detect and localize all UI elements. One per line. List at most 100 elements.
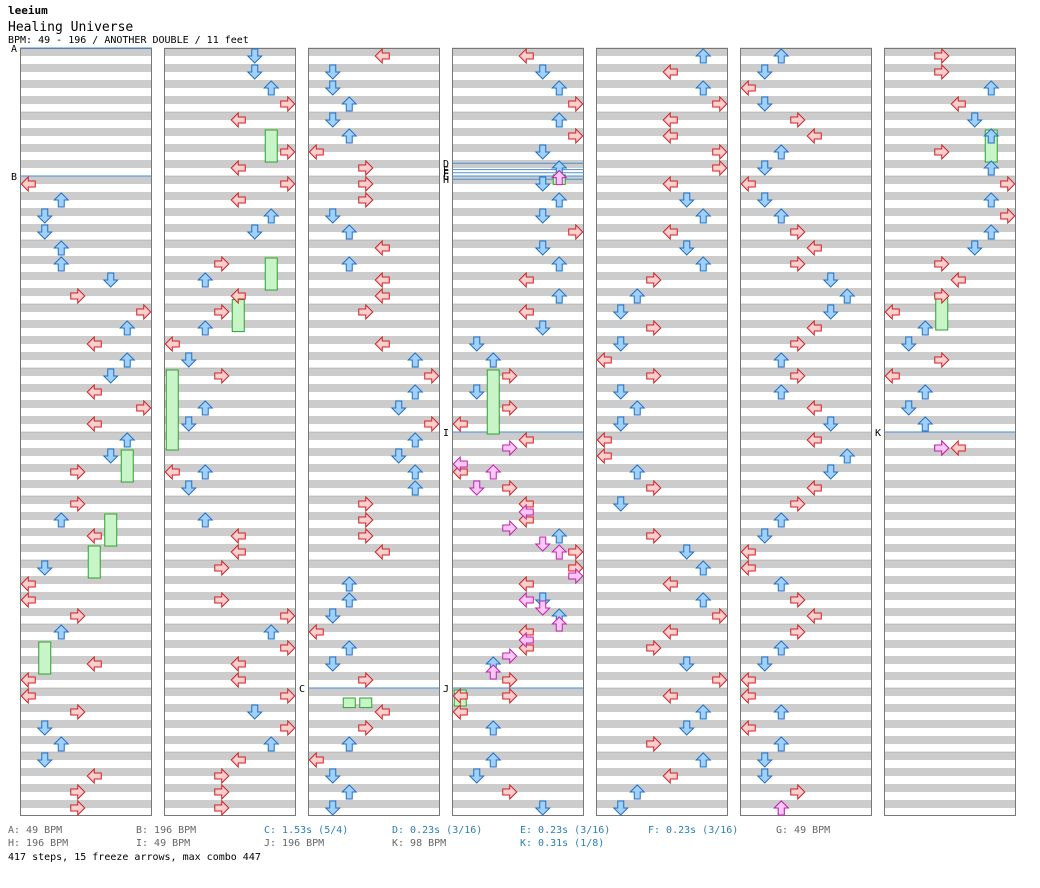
beat-stripe [308,240,440,248]
freeze-arrow-icon [342,697,356,709]
beat-stripe [740,400,872,408]
beat-stripe [884,624,1016,632]
beat-stripe [596,240,728,248]
beat-stripe [740,160,872,168]
note-left-arrow-icon [662,127,678,145]
beat-stripe [884,352,1016,360]
chart-column-3 [308,47,440,816]
note-down-arrow-icon [324,608,341,624]
beat-stripe [308,352,440,360]
beat-stripe [740,112,872,120]
beat-stripe [20,544,152,552]
beat-stripe [740,448,872,456]
beat-stripe [20,704,152,712]
beat-stripe [740,800,872,808]
note-up-arrow-icon [341,640,358,656]
note-up-arrow-icon [839,288,856,304]
note-right-arrow-icon [568,127,584,145]
note-right-arrow-icon [790,367,806,385]
note-left-arrow-icon [374,239,390,257]
note-right-arrow-icon [646,527,662,545]
beat-stripe [20,528,152,536]
beat-stripe [452,656,584,664]
note-left-arrow-icon [374,287,390,305]
beat-stripe [308,176,440,184]
beat-stripe [884,128,1016,136]
beat-stripe [596,64,728,72]
note-down-arrow-icon [756,528,773,544]
freeze-arrow-icon [165,369,179,451]
note-left-arrow-icon [662,687,678,705]
beat-stripe [452,768,584,776]
beat-stripe [308,272,440,280]
beat-stripe [308,288,440,296]
note-down-arrow-icon [534,800,551,816]
note-down-arrow-icon [246,224,263,240]
beat-stripe [308,608,440,616]
beat-stripe [20,432,152,440]
beat-stripe [308,528,440,536]
legend-entry: A: 49 BPM [8,825,63,836]
beat-stripe [164,448,296,456]
beat-stripe [308,416,440,424]
beat-stripe [740,640,872,648]
beat-stripe [740,320,872,328]
beat-stripe [20,784,152,792]
beat-stripe [740,704,872,712]
note-up-arrow-icon [53,240,70,256]
note-right-arrow-icon [568,223,584,241]
beat-stripe [596,112,728,120]
note-left-arrow-icon [740,175,756,193]
note-right-arrow-icon [790,783,806,801]
note-up-arrow-icon [53,256,70,272]
beat-stripe [20,400,152,408]
note-up-arrow-icon [119,320,136,336]
beat-stripe [452,80,584,88]
note-down-arrow-icon [324,80,341,96]
note-up-arrow-icon [407,480,424,496]
beat-stripe [164,608,296,616]
beat-stripe [884,256,1016,264]
note-right-arrow-icon [712,671,728,689]
beat-stripe [596,128,728,136]
beat-stripe [20,464,152,472]
beat-stripe [164,560,296,568]
beat-stripe [164,464,296,472]
note-left-arrow-icon [230,287,246,305]
beat-stripe [596,192,728,200]
beat-stripe [596,272,728,280]
beat-stripe [164,272,296,280]
beat-stripe [164,128,296,136]
note-up-arrow-icon [773,736,790,752]
beat-stripe [452,240,584,248]
beat-stripe [452,160,584,168]
note-right-arrow-icon [358,175,374,193]
note-right-arrow-icon [358,495,374,513]
note-left-arrow-icon [230,655,246,673]
note-up-arrow-icon [773,208,790,224]
beat-stripe [596,400,728,408]
note-left-arrow-icon [806,319,822,337]
sixteenth-note-up-arrow-icon [551,616,568,632]
freeze-arrow-icon [104,513,118,547]
beat-stripe [596,560,728,568]
note-right-arrow-icon [502,671,518,689]
beat-stripe [740,176,872,184]
note-right-arrow-icon [358,671,374,689]
section-label: I [443,428,449,439]
note-up-arrow-icon [197,512,214,528]
note-up-arrow-icon [551,288,568,304]
note-down-arrow-icon [390,400,407,416]
beat-stripe [452,624,584,632]
note-right-arrow-icon [358,191,374,209]
note-down-arrow-icon [102,272,119,288]
note-up-arrow-icon [53,512,70,528]
note-right-arrow-icon [280,639,296,657]
beat-stripe [884,320,1016,328]
beat-stripe [20,560,152,568]
note-left-arrow-icon [806,431,822,449]
beat-stripe [164,624,296,632]
beat-stripe [884,336,1016,344]
beat-stripe [20,224,152,232]
beat-stripe [596,688,728,696]
